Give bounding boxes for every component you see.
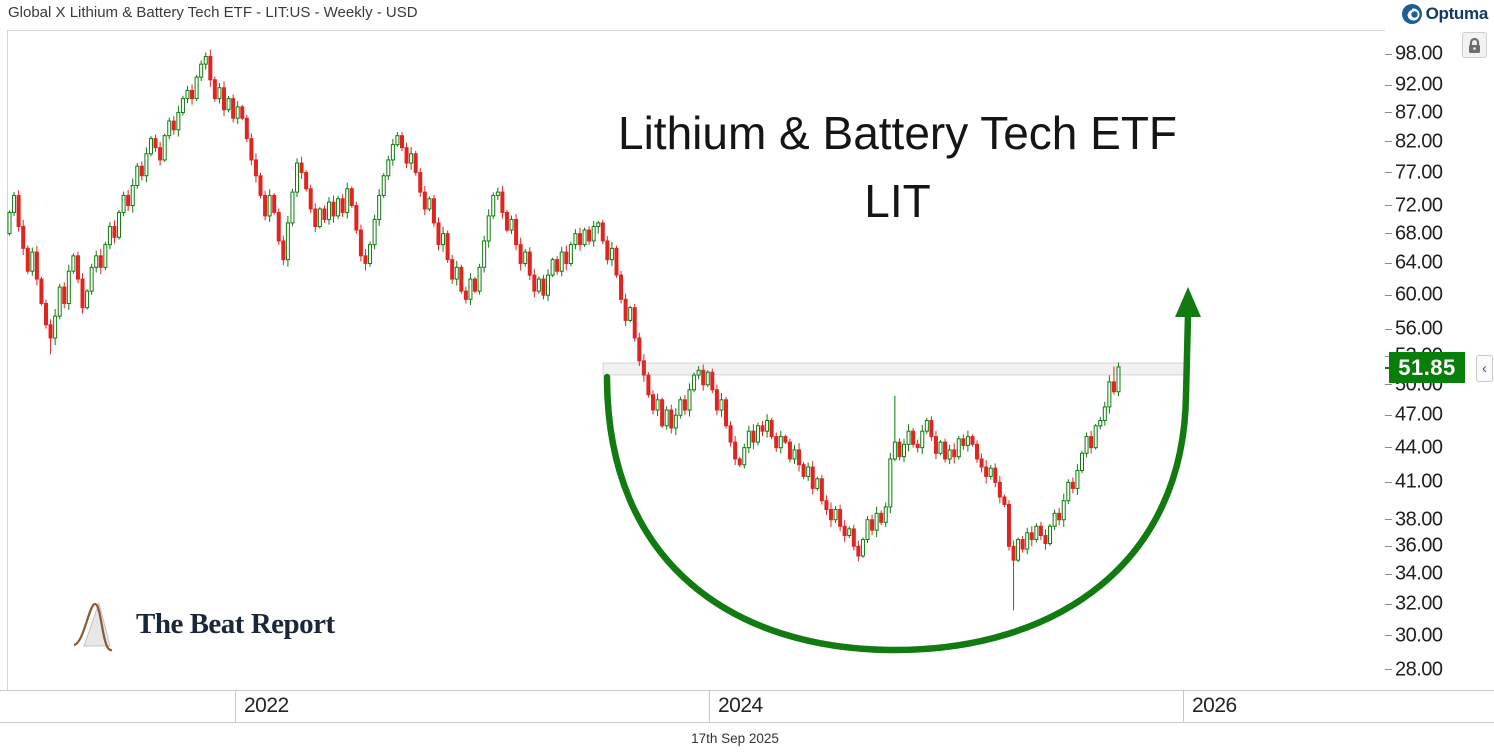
price-tick-mark: [1385, 669, 1392, 671]
price-tick-mark: [1385, 262, 1392, 264]
price-tick-mark: [1385, 172, 1392, 174]
breakout-arrow-head[interactable]: [1175, 287, 1201, 317]
price-tick-mark: [1385, 635, 1392, 637]
last-bar-date-label: 17th Sep 2025: [691, 731, 779, 746]
price-tick-mark: [1385, 384, 1392, 386]
candlestick-chart-canvas[interactable]: [0, 0, 1385, 690]
price-tick-label: 56.00: [1395, 317, 1443, 340]
chart-window-title: Global X Lithium & Battery Tech ETF - LI…: [8, 4, 418, 21]
price-tick-mark: [1385, 519, 1392, 521]
year-tick-label: 2026: [1192, 694, 1237, 717]
rounded-bottom-cup-annotation[interactable]: [603, 312, 1192, 654]
optuma-logo: Optuma: [1401, 3, 1488, 25]
price-tick-label: 77.00: [1395, 161, 1443, 184]
price-tick-mark: [1385, 481, 1392, 483]
price-tick-mark: [1385, 545, 1392, 547]
beat-report-watermark: The Beat Report: [72, 594, 335, 654]
year-tick-mark: [235, 691, 236, 722]
price-tick-label: 38.00: [1395, 508, 1443, 531]
price-tick-mark: [1385, 53, 1392, 55]
price-tick-mark: [1385, 355, 1392, 357]
year-tick-label: 2022: [244, 694, 289, 717]
chart-title-line2: LIT: [864, 175, 931, 227]
price-tick-label: 98.00: [1395, 42, 1443, 65]
beat-report-logo-icon: [73, 601, 113, 652]
price-axis[interactable]: 98.00 92.00 87.00 82.00 77.00 72.00 68.00 64.00…: [1385, 30, 1494, 690]
price-tick-label: 82.00: [1395, 130, 1443, 153]
beat-report-logo-text: The Beat Report: [136, 607, 335, 640]
resistance-band-annotation[interactable]: [602, 362, 1189, 376]
xaxis-top-border: [0, 690, 1494, 691]
price-tick-label: 72.00: [1395, 194, 1443, 217]
price-tick-mark: [1385, 328, 1392, 330]
axis-lock-button[interactable]: [1462, 32, 1487, 58]
price-tick-label: 60.00: [1395, 283, 1443, 306]
chart-title-line1: Lithium & Battery Tech ETF: [617, 107, 1178, 159]
time-axis[interactable]: 2022 2024 2026: [0, 691, 1494, 722]
candle-series: [7, 49, 1121, 611]
last-price-badge: 51.85: [1389, 352, 1465, 383]
price-tick-mark: [1385, 233, 1392, 235]
price-tick-label: 87.00: [1395, 101, 1443, 124]
price-tick-label: 68.00: [1395, 222, 1443, 245]
year-tick-label: 2024: [718, 694, 763, 717]
plot-top-border: [7, 30, 1494, 31]
price-tick-mark: [1385, 573, 1392, 575]
price-tick-label: 92.00: [1395, 73, 1443, 96]
price-tick-mark: [1385, 112, 1392, 114]
axis-collapse-button[interactable]: ‹: [1476, 355, 1493, 382]
price-tick-label: 44.00: [1395, 436, 1443, 459]
price-tick-label: 36.00: [1395, 534, 1443, 557]
price-tick-mark: [1385, 603, 1392, 605]
price-tick-label: 64.00: [1395, 251, 1443, 274]
price-tick-label: 28.00: [1395, 658, 1443, 681]
price-tick-mark: [1385, 141, 1392, 143]
last-price-tick: [1385, 367, 1390, 369]
plot-left-border: [7, 30, 8, 690]
optuma-logo-icon: [1401, 4, 1422, 24]
price-tick-label: 34.00: [1395, 562, 1443, 585]
year-tick-mark: [709, 691, 710, 722]
lock-icon: [1469, 37, 1480, 53]
chart-annotation-title: Lithium & Battery Tech ETF LIT: [560, 110, 1235, 224]
price-tick-mark: [1385, 447, 1392, 449]
price-tick-label: 41.00: [1395, 470, 1443, 493]
year-tick-mark: [1183, 691, 1184, 722]
price-tick-label: 30.00: [1395, 624, 1443, 647]
optuma-brand-text: Optuma: [1425, 4, 1489, 23]
price-tick-mark: [1385, 294, 1392, 296]
price-tick-mark: [1385, 205, 1392, 207]
xaxis-bottom-border: [0, 722, 1494, 723]
price-tick-label: 47.00: [1395, 403, 1443, 426]
price-tick-mark: [1385, 414, 1392, 416]
price-tick-label: 32.00: [1395, 592, 1443, 615]
price-tick-mark: [1385, 84, 1392, 86]
